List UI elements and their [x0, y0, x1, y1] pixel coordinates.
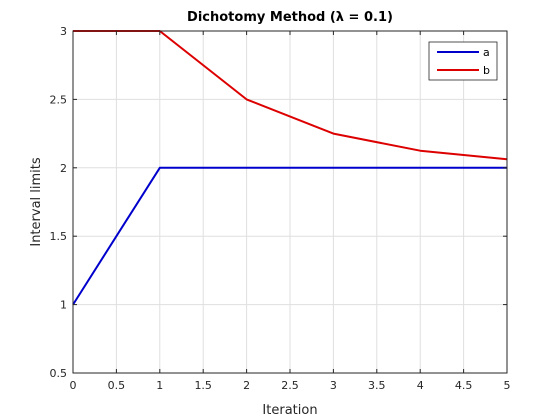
y-tick-label: 2 — [60, 162, 67, 175]
x-tick-label: 0.5 — [108, 379, 126, 392]
y-tick-label: 3 — [60, 25, 67, 38]
x-axis-label: Iteration — [262, 403, 317, 418]
x-tick-label: 5 — [504, 379, 511, 392]
x-tick-label: 3.5 — [368, 379, 386, 392]
x-tick-label: 3 — [330, 379, 337, 392]
x-tick-label: 2 — [243, 379, 250, 392]
x-tick-label: 0 — [70, 379, 77, 392]
chart-title: Dichotomy Method (λ = 0.1) — [187, 10, 393, 25]
x-tick-label: 1 — [156, 379, 163, 392]
x-tick-label: 4.5 — [455, 379, 473, 392]
y-axis-label: Interval limits — [29, 157, 44, 247]
y-tick-label: 0.5 — [50, 367, 68, 380]
legend-label-a: a — [483, 46, 490, 59]
legend-label-b: b — [483, 64, 490, 77]
x-tick-label: 1.5 — [194, 379, 212, 392]
y-tick-label: 1 — [60, 299, 67, 312]
y-tick-label: 2.5 — [50, 93, 68, 106]
x-tick-label: 2.5 — [281, 379, 299, 392]
y-tick-label: 1.5 — [50, 230, 68, 243]
x-tick-label: 4 — [417, 379, 424, 392]
legend: a b — [429, 42, 497, 80]
